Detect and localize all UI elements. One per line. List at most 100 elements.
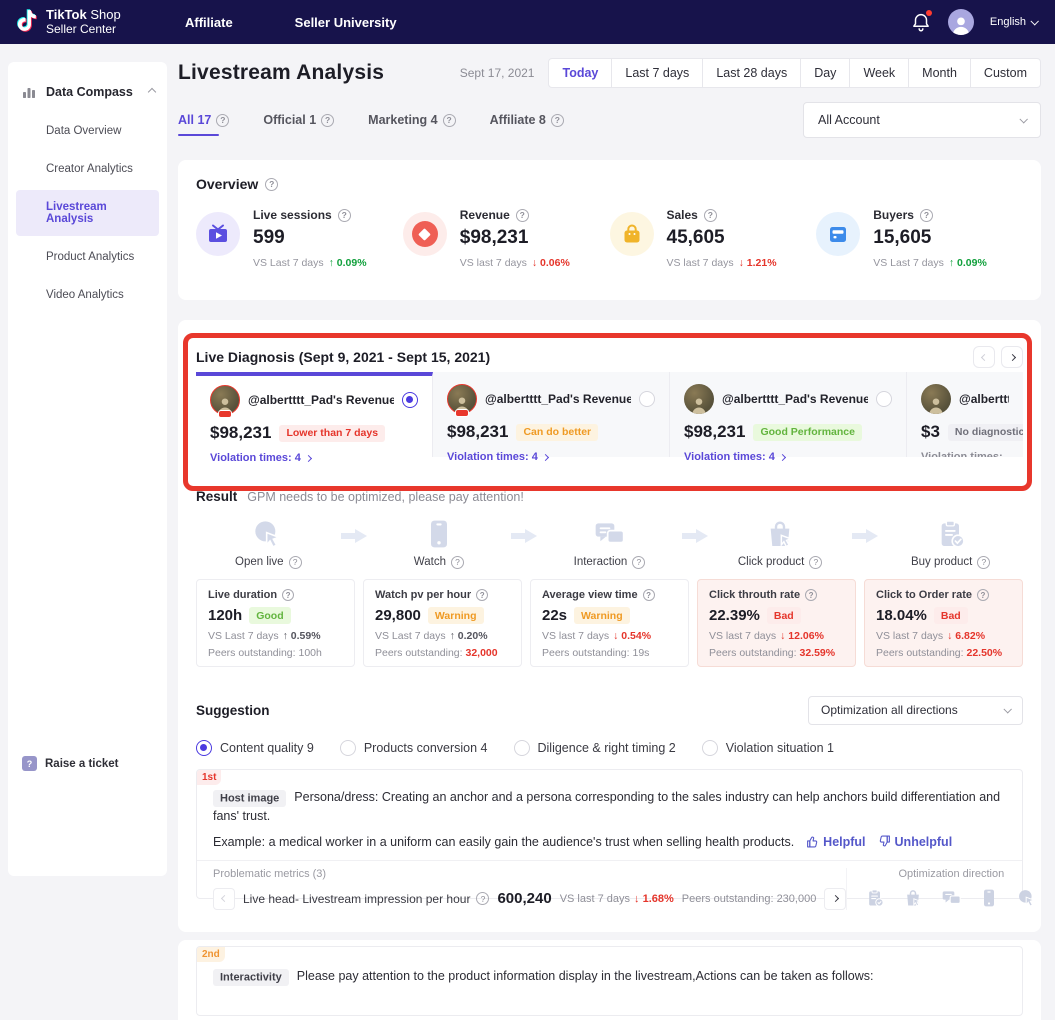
range-month-button[interactable]: Month (909, 58, 971, 88)
suggestion-item-2: 2nd InteractivityPlease pay attention to… (196, 946, 1023, 1016)
violation-times-link[interactable]: Violation times: 4 (447, 451, 655, 463)
question-circle-icon[interactable]: ? (282, 589, 294, 601)
delta-arrow: ↓ (634, 893, 640, 905)
range-custom-button[interactable]: Custom (971, 58, 1041, 88)
nav-link-seller-university[interactable]: Seller University (295, 15, 397, 30)
language-selector[interactable]: English (990, 16, 1037, 28)
tab-marketing-label: Marketing 4 (368, 113, 437, 127)
violation-times-link[interactable]: Violation times: 4 (210, 452, 418, 464)
creator-handle: @albertttt_Pad's (959, 392, 1009, 406)
metric-label: Sales (667, 208, 698, 222)
sidebar-item-product-analytics[interactable]: Product Analytics (16, 240, 159, 274)
raise-ticket-button[interactable]: ? Raise a ticket (8, 756, 119, 771)
notifications-button[interactable] (910, 11, 932, 33)
question-circle-icon[interactable]: ? (977, 556, 990, 569)
option-products-conversion[interactable]: Products conversion 4 (340, 740, 488, 756)
tab-affiliate[interactable]: Affiliate 8? (490, 102, 564, 138)
metric-label: Average view time (542, 589, 638, 601)
question-circle-icon[interactable]: ? (338, 209, 351, 222)
question-circle-icon[interactable]: ? (443, 114, 456, 127)
metric-value: $98,231 (460, 227, 570, 249)
range-day-button[interactable]: Day (801, 58, 850, 88)
metrics-prev-button[interactable] (213, 888, 235, 910)
question-circle-icon[interactable]: ? (216, 114, 229, 127)
range-today-button[interactable]: Today (548, 58, 612, 88)
sidebar-section-label: Data Compass (46, 85, 140, 99)
revenue-value: $98,231 (684, 422, 745, 442)
diagnosis-next-button[interactable] (1001, 346, 1023, 368)
metric-label: Click to Order rate (876, 589, 972, 601)
diagnosis-card-4[interactable]: @albertttt_Pad's $3 No diagnostic con Vi… (907, 372, 1023, 457)
vs-label: VS last 7 days (460, 257, 527, 269)
suggestion-filter-options: Content quality 9 Products conversion 4 … (196, 739, 1023, 757)
nav-link-affiliate[interactable]: Affiliate (185, 15, 233, 30)
vs-label: VS last 7 days (560, 893, 630, 905)
status-badge: Bad (934, 607, 968, 624)
question-circle-icon[interactable]: ? (476, 892, 489, 905)
peers-value: 100h (298, 647, 321, 659)
live-badge-icon (455, 409, 469, 417)
account-select[interactable]: All Account (803, 102, 1041, 138)
question-circle-icon[interactable]: ? (805, 589, 817, 601)
option-diligence-timing[interactable]: Diligence & right timing 2 (514, 740, 676, 756)
tab-marketing[interactable]: Marketing 4? (368, 102, 455, 138)
question-circle-icon[interactable]: ? (451, 556, 464, 569)
diagnosis-card-1[interactable]: @albertttt_Pad's Revenue $98,231 Lower t… (196, 372, 433, 457)
unhelpful-button[interactable]: Unhelpful (878, 835, 953, 849)
range-last28-button[interactable]: Last 28 days (703, 58, 801, 88)
chevron-right-icon (832, 895, 839, 902)
diagnosis-radio[interactable] (639, 391, 655, 407)
diagnosis-card-2[interactable]: @albertttt_Pad's Revenue $98,231 Can do … (433, 372, 670, 457)
question-circle-icon[interactable]: ? (476, 589, 488, 601)
range-last7-button[interactable]: Last 7 days (612, 58, 703, 88)
delta-value: 0.09% (337, 257, 367, 269)
metric-value: 15,605 (873, 227, 987, 249)
question-circle-icon[interactable]: ? (632, 556, 645, 569)
question-circle-icon[interactable]: ? (516, 209, 529, 222)
sidebar-item-livestream-analysis[interactable]: Livestream Analysis (16, 190, 159, 236)
ticket-question-icon: ? (22, 756, 37, 771)
question-circle-icon[interactable]: ? (920, 209, 933, 222)
diagnosis-prev-button[interactable] (973, 346, 995, 368)
option-content-quality[interactable]: Content quality 9 (196, 740, 314, 756)
metric-value: 45,605 (667, 227, 777, 249)
tab-all[interactable]: All 17? (178, 102, 229, 138)
optimization-direction-select[interactable]: Optimization all directions (808, 696, 1023, 725)
vs-label: VS last 7 days (709, 630, 776, 642)
diagnosis-radio[interactable] (876, 391, 892, 407)
peers-value: 19s (632, 647, 649, 659)
question-circle-icon[interactable]: ? (977, 589, 989, 601)
question-circle-icon[interactable]: ? (321, 114, 334, 127)
question-circle-icon[interactable]: ? (809, 556, 822, 569)
question-circle-icon[interactable]: ? (704, 209, 717, 222)
analysis-panel: Live Diagnosis (Sept 9, 2021 - Sept 15, … (178, 320, 1041, 932)
question-circle-icon[interactable]: ? (265, 178, 278, 191)
question-circle-icon[interactable]: ? (289, 556, 302, 569)
metrics-next-button[interactable] (824, 888, 846, 910)
question-circle-icon[interactable]: ? (551, 114, 564, 127)
tiktok-shop-logo[interactable]: TikTok Shop Seller Center (0, 7, 185, 37)
diagnosis-card-3[interactable]: @albertttt_Pad's Revenue $98,231 Good Pe… (670, 372, 907, 457)
raise-ticket-label: Raise a ticket (45, 758, 119, 770)
open-live-icon (1017, 888, 1037, 908)
sidebar-item-data-overview[interactable]: Data Overview (16, 114, 159, 148)
radio (340, 740, 356, 756)
delta-value: 0.06% (540, 257, 570, 269)
question-circle-icon[interactable]: ? (643, 589, 655, 601)
sidebar-item-video-analytics[interactable]: Video Analytics (16, 278, 159, 312)
logo-tiktok: TikTok (46, 7, 87, 22)
helpful-button[interactable]: Helpful (806, 835, 865, 849)
user-avatar[interactable] (948, 9, 974, 35)
option-violation-situation[interactable]: Violation situation 1 (702, 740, 834, 756)
status-badge: Warning (428, 607, 484, 624)
peers-label: Peers outstanding: (709, 647, 797, 659)
diagnosis-radio-selected[interactable] (402, 392, 418, 408)
range-week-button[interactable]: Week (850, 58, 909, 88)
sidebar-section-data-compass[interactable]: Data Compass (8, 62, 167, 110)
tab-official[interactable]: Official 1? (263, 102, 334, 138)
chevron-up-icon[interactable] (148, 88, 156, 96)
top-navbar: TikTok Shop Seller Center Affiliate Sell… (0, 0, 1055, 44)
sidebar-item-creator-analytics[interactable]: Creator Analytics (16, 152, 159, 186)
funnel-stage-label: Watch (414, 556, 446, 568)
violation-times-link[interactable]: Violation times: 4 (684, 451, 892, 463)
